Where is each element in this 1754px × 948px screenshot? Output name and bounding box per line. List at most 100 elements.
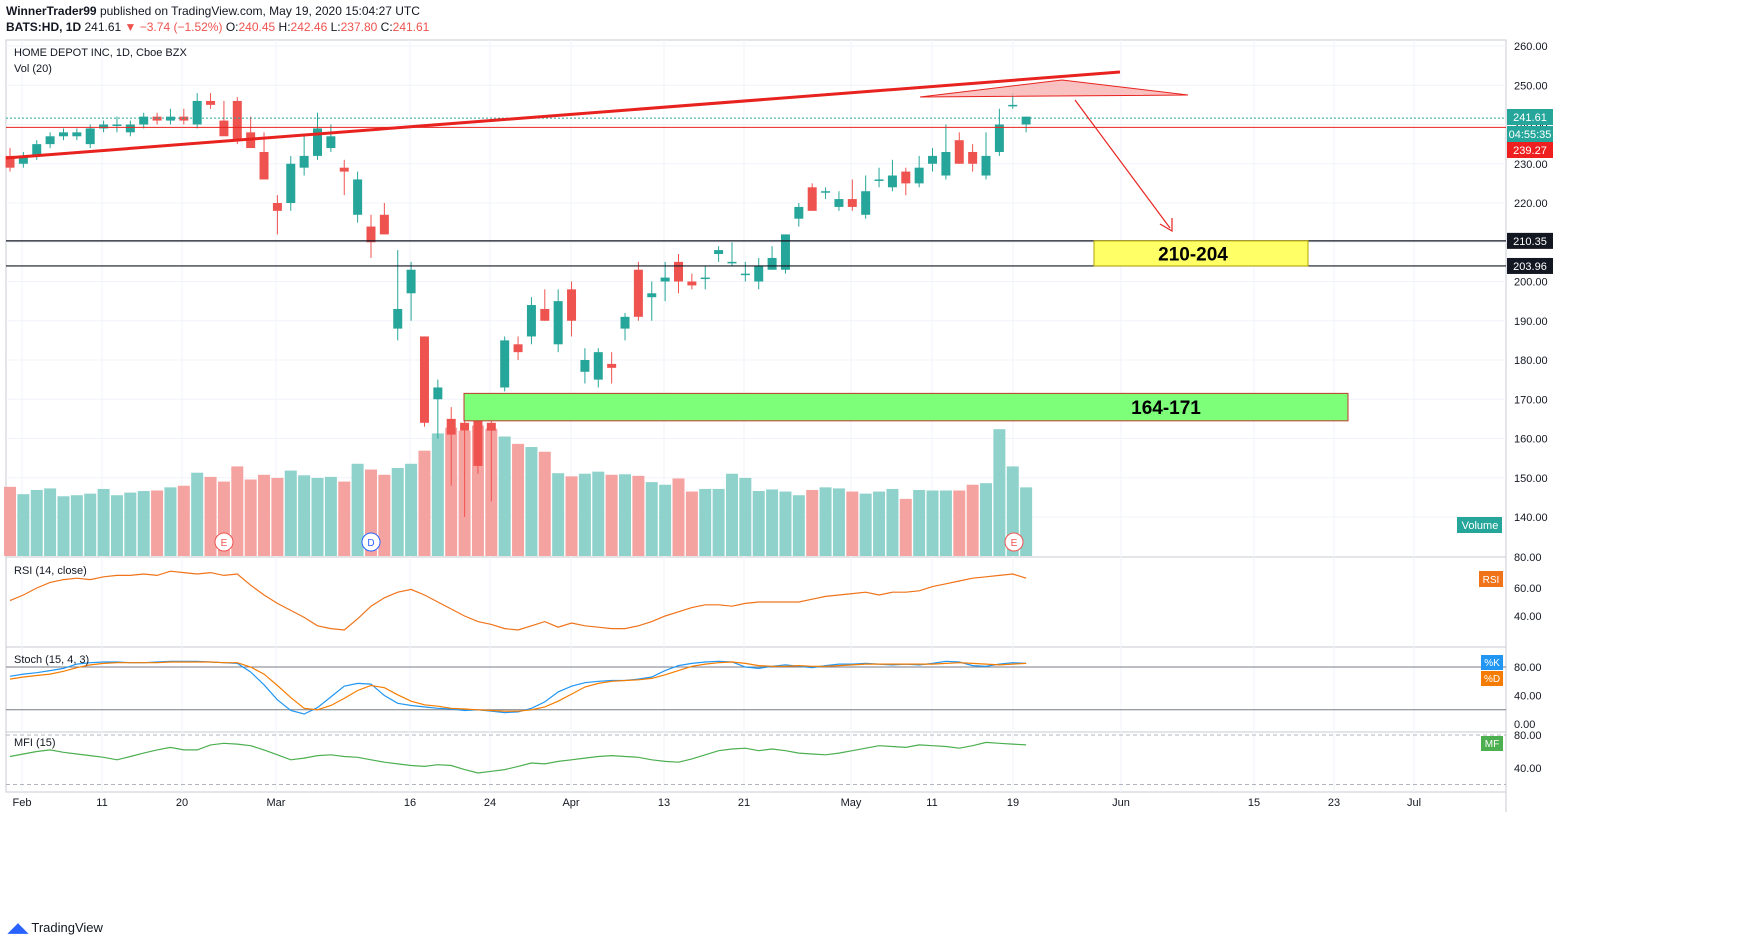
volume-bar bbox=[913, 489, 926, 556]
candle-body bbox=[45, 136, 55, 145]
candle-body bbox=[219, 120, 229, 137]
candle-body bbox=[660, 277, 670, 282]
time-axis-label: Jul bbox=[1407, 797, 1421, 809]
volume-bars bbox=[4, 425, 1033, 556]
rsi-axis-label: 60.00 bbox=[1514, 583, 1542, 595]
volume-bar bbox=[592, 471, 605, 556]
volume-bar bbox=[151, 490, 164, 556]
tradingview-logo[interactable]: ◢◣ TradingView bbox=[8, 920, 103, 936]
candle-body bbox=[780, 234, 790, 270]
candle-body bbox=[32, 144, 42, 156]
rsi-tag-bg bbox=[1479, 571, 1503, 587]
author-name[interactable]: WinnerTrader99 bbox=[6, 4, 97, 18]
stoch-axis-label: 80.00 bbox=[1514, 662, 1542, 674]
volume-bar bbox=[779, 491, 792, 556]
time-axis-label: 13 bbox=[658, 797, 670, 809]
time-axis-label: 15 bbox=[1248, 797, 1260, 809]
stoch-d-line bbox=[9, 661, 1027, 712]
volume-bar bbox=[846, 491, 859, 556]
candle-body bbox=[326, 136, 336, 149]
candle-body bbox=[700, 277, 710, 280]
volume-bar bbox=[993, 429, 1006, 556]
volume-bar bbox=[445, 427, 458, 556]
rsi-line bbox=[9, 570, 1027, 631]
candle-body bbox=[486, 422, 496, 431]
volume-bar bbox=[525, 447, 538, 556]
stoch-d-tag: %D bbox=[1484, 674, 1500, 685]
volume-bar bbox=[605, 474, 618, 556]
volume-bar bbox=[191, 472, 204, 556]
time-axis-label: 16 bbox=[404, 797, 416, 809]
stoch-k-tag-bg bbox=[1481, 655, 1503, 670]
candles bbox=[5, 93, 1031, 517]
candle-body bbox=[1021, 116, 1031, 125]
price-change: −3.74 (−1.52%) bbox=[139, 20, 223, 34]
candle-body bbox=[232, 100, 242, 141]
volume-bar bbox=[819, 487, 832, 556]
time-axis-label: 23 bbox=[1328, 797, 1340, 809]
event-marker-label: E bbox=[221, 538, 228, 549]
drawings[interactable]: 210-204 164-171 E D E bbox=[5, 70, 1506, 552]
close-label: C: bbox=[380, 20, 393, 34]
symbol-label[interactable]: BATS:HD, 1D bbox=[6, 20, 82, 34]
volume-bar bbox=[699, 488, 712, 556]
candle-body bbox=[740, 273, 750, 276]
volume-bar bbox=[980, 483, 993, 556]
candle-body bbox=[901, 171, 911, 184]
volume-bar bbox=[124, 492, 137, 556]
volume-bar bbox=[953, 490, 966, 556]
volume-bar bbox=[752, 491, 765, 556]
volume-bar bbox=[739, 477, 752, 556]
volume-bar bbox=[766, 489, 779, 556]
candle-body bbox=[954, 140, 964, 164]
mfi-tag-bg bbox=[1481, 736, 1503, 751]
stoch-indicator-label[interactable]: Stoch (15, 4, 3) bbox=[14, 654, 90, 666]
volume-bar bbox=[873, 491, 886, 556]
candle-body bbox=[139, 116, 149, 125]
target-triangle bbox=[919, 79, 1189, 98]
resistance-zone-label: 210-204 bbox=[1158, 244, 1228, 265]
time-axis-label: Feb bbox=[13, 797, 32, 809]
volume-bar bbox=[17, 494, 30, 556]
candle-body bbox=[754, 265, 764, 282]
price-axis-label: 160.00 bbox=[1514, 434, 1548, 446]
time-axis-label: 20 bbox=[176, 797, 188, 809]
candle-body bbox=[406, 269, 416, 294]
volume-bar bbox=[110, 495, 123, 556]
candle-body bbox=[419, 336, 429, 423]
candle-body bbox=[981, 155, 991, 176]
mfi-indicator-label[interactable]: MFI (15) bbox=[14, 737, 56, 749]
volume-indicator-label[interactable]: Vol (20) bbox=[14, 63, 52, 75]
candle-body bbox=[861, 191, 871, 215]
volume-bar bbox=[97, 488, 110, 556]
mfi-line bbox=[9, 741, 1027, 774]
candle-body bbox=[727, 261, 737, 264]
stoch-axis-label: 0.00 bbox=[1514, 719, 1535, 731]
candle-body bbox=[5, 155, 15, 168]
volume-bar bbox=[258, 474, 271, 556]
candle-body bbox=[607, 363, 617, 368]
volume-bar bbox=[899, 498, 912, 556]
price-now-tag-bg bbox=[1507, 109, 1553, 125]
support-zone bbox=[463, 392, 1349, 422]
price-axis-label: 200.00 bbox=[1514, 277, 1548, 289]
stoch-k-line bbox=[9, 660, 1027, 715]
volume-bar bbox=[311, 477, 324, 556]
volume-bar bbox=[565, 476, 578, 556]
candle-body bbox=[72, 132, 82, 137]
volume-bar bbox=[939, 490, 952, 556]
candle-body bbox=[152, 116, 162, 121]
candle-body bbox=[272, 203, 282, 211]
rsi-indicator-label[interactable]: RSI (14, close) bbox=[14, 565, 87, 577]
price-axis-label: 150.00 bbox=[1514, 473, 1548, 485]
resistance-zone bbox=[1093, 240, 1309, 267]
volume-bar bbox=[57, 496, 70, 556]
quote-line: BATS:HD, 1D 241.61 ▼ −3.74 (−1.52%) O:24… bbox=[6, 20, 429, 34]
volume-bar bbox=[338, 481, 351, 556]
volume-bar bbox=[538, 451, 551, 556]
candle-body bbox=[473, 418, 483, 466]
candle-body bbox=[513, 344, 523, 353]
candle-body bbox=[540, 308, 550, 321]
